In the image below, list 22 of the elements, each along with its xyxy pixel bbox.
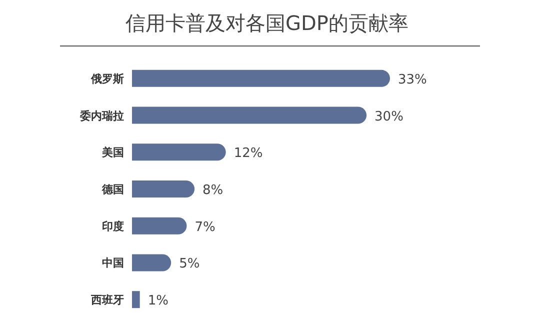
- bar: [132, 70, 390, 87]
- y-tick-label: 德国: [101, 183, 124, 196]
- bar: [132, 254, 172, 272]
- data-label: 7%: [194, 220, 216, 235]
- bar: [132, 144, 226, 161]
- y-tick-label: 委内瑞拉: [79, 109, 124, 122]
- data-label: 5%: [179, 256, 200, 272]
- y-tick-label: 俄罗斯: [90, 72, 124, 86]
- data-label: 1%: [148, 294, 168, 309]
- data-label: 33%: [398, 72, 427, 88]
- y-tick-label: 印度: [102, 220, 124, 233]
- y-tick-label: 美国: [101, 146, 124, 160]
- bar: [132, 180, 195, 198]
- y-tick-label: 中国: [102, 256, 124, 270]
- data-label: 8%: [202, 183, 224, 198]
- bar: [132, 217, 187, 234]
- bar: [132, 291, 140, 308]
- chart-title: 信用卡普及对各国GDP的贡献率: [126, 11, 408, 35]
- data-label: 30%: [374, 109, 404, 124]
- data-label: 12%: [234, 146, 263, 162]
- y-tick-label: 西班牙: [90, 294, 124, 307]
- bar: [132, 106, 367, 124]
